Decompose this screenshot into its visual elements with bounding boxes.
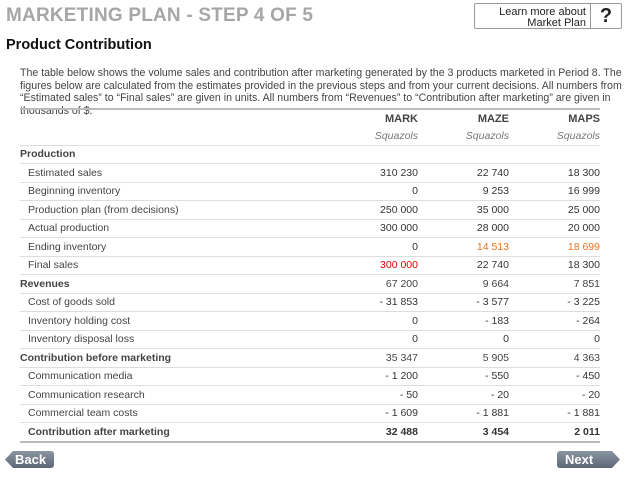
page-title: MARKETING PLAN - STEP 4 OF 5 [6, 5, 314, 26]
table-row: Commercial team costs - 1 609- 1 881- 1 8… [20, 404, 600, 423]
cell-value: 4 363 [509, 348, 600, 368]
cell-value: 9 253 [418, 182, 509, 201]
units-row: Squazols Squazols Squazols [20, 127, 600, 146]
table-row: Inventory holding cost 0- 183- 264 [20, 311, 600, 331]
cell-value: - 550 [418, 367, 509, 386]
column-header: MAPS [568, 112, 600, 125]
cell-value: - 1 609 [327, 404, 418, 423]
cell-value: 7 851 [509, 274, 600, 294]
table-row: Beginning inventory 0 9 253 16 999 [20, 182, 600, 201]
cell-value: - 31 853 [327, 293, 418, 312]
row-label: Commercial team costs [20, 404, 327, 423]
cell-value: 22 740 [418, 163, 509, 183]
cell-value: - 1 881 [418, 404, 509, 423]
cell-value: 14 513 [418, 237, 509, 257]
unit-label: Squazols [509, 127, 600, 146]
section-title: Product Contribution [6, 37, 152, 53]
cell-value: 20 000 [509, 219, 600, 238]
row-label: Production [20, 145, 327, 164]
column-header: MAZE [477, 112, 509, 125]
cell-value: 28 000 [418, 219, 509, 238]
row-label: Actual production [20, 219, 327, 238]
cell-value: 25 000 [509, 200, 600, 220]
row-label: Production plan (from decisions) [20, 200, 327, 220]
cell-value: 0 [327, 182, 418, 201]
cell-value: 67 200 [327, 274, 418, 294]
row-label: Contribution before marketing [20, 348, 327, 368]
row-label: Beginning inventory [20, 182, 327, 201]
row-label: Final sales [20, 256, 327, 275]
row-label: Communication research [20, 385, 327, 405]
row-label: Contribution after marketing [20, 422, 327, 443]
cell-value [418, 145, 509, 164]
learn-more-label: Learn more about Market Plan [499, 6, 586, 29]
row-label: Revenues [20, 274, 327, 294]
cell-value: 18 699 [509, 237, 600, 257]
table-row: Actual production 300 000 28 000 20 000 [20, 219, 600, 238]
cell-value: 18 300 [509, 256, 600, 275]
cell-value: - 20 [509, 385, 600, 405]
cell-value: - 264 [509, 311, 600, 331]
row-label: Inventory disposal loss [20, 330, 327, 349]
cell-value: 22 740 [418, 256, 509, 275]
table-row: Production plan (from decisions) 250 000 3… [20, 200, 600, 220]
cell-value: 5 905 [418, 348, 509, 368]
cell-value: 35 000 [418, 200, 509, 220]
table-row: Revenues 67 200 9 664 7 851 [20, 274, 600, 294]
table-row: Communication media - 1 200- 550- 450 [20, 367, 600, 386]
help-question-icon: ? [590, 4, 621, 28]
row-label: Inventory holding cost [20, 311, 327, 331]
intro-text: The table below shows the volume sales a… [20, 67, 622, 117]
contribution-table: MARK MAZE MAPS Squazols Squazols Squazol… [20, 108, 600, 443]
table-row: Contribution before marketing 35 347 5 905… [20, 348, 600, 368]
row-label: Communication media [20, 367, 327, 386]
cell-value [327, 145, 418, 164]
cell-value: - 1 200 [327, 367, 418, 386]
cell-value: 250 000 [327, 200, 418, 220]
cell-value: 9 664 [418, 274, 509, 294]
cell-value: 310 230 [327, 163, 418, 183]
table-row: Estimated sales 310 230 22 740 18 300 [20, 163, 600, 183]
cell-value: 0 [327, 330, 418, 349]
cell-value: 0 [327, 237, 418, 257]
cell-value: 16 999 [509, 182, 600, 201]
cell-value: 2 011 [509, 422, 600, 443]
cell-value: 300 000 [327, 256, 418, 275]
table-row: Communication research - 50- 20- 20 [20, 385, 600, 405]
cell-value: - 50 [327, 385, 418, 405]
cell-value: - 3 225 [509, 293, 600, 312]
table-row: Inventory disposal loss 0 0 0 [20, 330, 600, 349]
cell-value: - 20 [418, 385, 509, 405]
cell-value: 32 488 [327, 422, 418, 443]
cell-value [509, 145, 600, 164]
table-row: Contribution after marketing 32 488 3 454 2… [20, 422, 600, 443]
next-button[interactable]: Next [557, 451, 620, 468]
cell-value: 35 347 [327, 348, 418, 368]
learn-more-button[interactable]: Learn more about Market Plan ? [474, 3, 622, 29]
unit-label: Squazols [418, 127, 509, 146]
row-label: Estimated sales [20, 163, 327, 183]
column-header: MARK [385, 112, 418, 125]
back-button[interactable]: Back [5, 451, 54, 468]
cell-value: 3 454 [418, 422, 509, 443]
cell-value: 0 [418, 330, 509, 349]
table-row: Ending inventory 0 14 513 18 699 [20, 237, 600, 257]
cell-value: 0 [327, 311, 418, 331]
cell-value: - 450 [509, 367, 600, 386]
table-row: Cost of goods sold - 31 853- 3 577- 3 225 [20, 293, 600, 312]
table-row: Production [20, 145, 600, 164]
row-label: Ending inventory [20, 237, 327, 257]
table-row: Final sales 300 000 22 740 18 300 [20, 256, 600, 275]
unit-label: Squazols [327, 127, 418, 146]
row-label: Cost of goods sold [20, 293, 327, 312]
cell-value: - 183 [418, 311, 509, 331]
header-row: MARK MAZE MAPS [20, 109, 600, 127]
cell-value: 0 [509, 330, 600, 349]
cell-value: - 3 577 [418, 293, 509, 312]
cell-value: 300 000 [327, 219, 418, 238]
cell-value: - 1 881 [509, 404, 600, 423]
cell-value: 18 300 [509, 163, 600, 183]
